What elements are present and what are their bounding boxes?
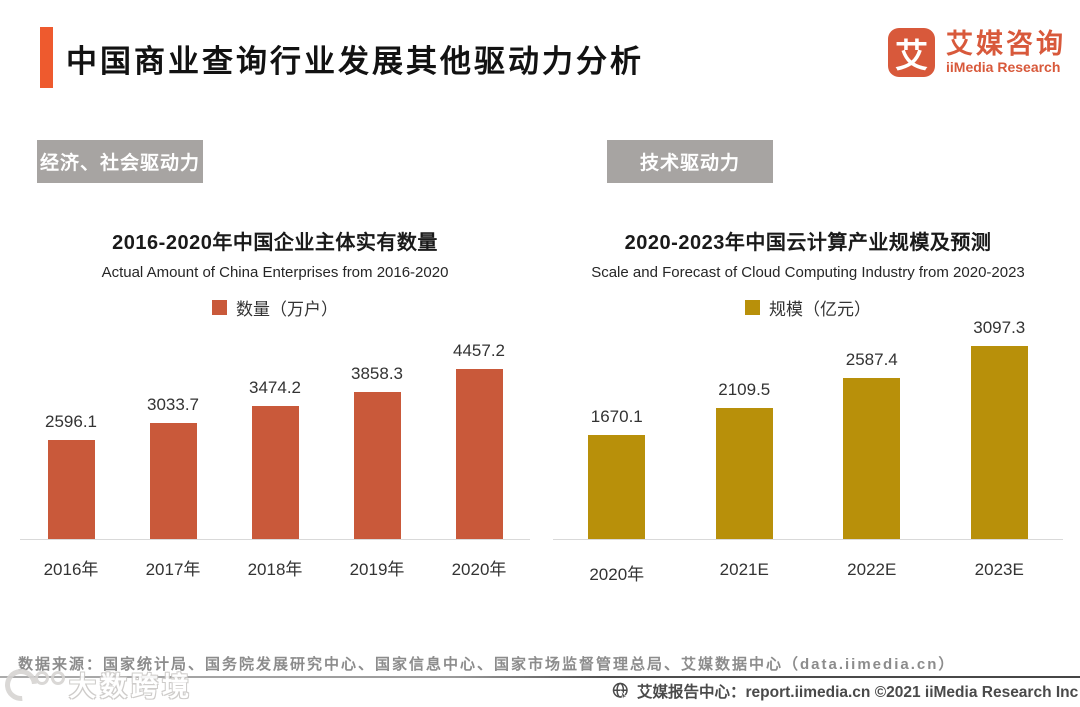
bar-value-label: 3033.7 xyxy=(147,395,199,414)
bar xyxy=(843,378,901,539)
watermark: 大数跨境 xyxy=(0,661,193,707)
bar-value-label: 2596.1 xyxy=(45,412,97,431)
chart-title: 2020-2023年中国云计算产业规模及预测 xyxy=(624,232,992,254)
x-axis-labels: 2016年 2017年 2018年 2019年 2020年 xyxy=(20,540,530,580)
bar-value-label: 2587.4 xyxy=(845,350,898,369)
page-title: 中国商业查询行业发展其他驱动力分析 xyxy=(66,44,644,79)
globe-cursor-icon xyxy=(612,682,629,700)
x-axis-label: 2023E xyxy=(974,560,1024,579)
watermark-text: 大数跨境 xyxy=(69,672,193,702)
bar-value-label: 4457.2 xyxy=(453,341,505,360)
legend-swatch xyxy=(212,300,227,315)
logo-name-en: iiMedia Research xyxy=(946,59,1061,76)
bar xyxy=(970,346,1028,539)
legend-swatch xyxy=(745,300,760,315)
bar xyxy=(149,423,197,539)
plot-area: 2596.1 3033.7 3474.2 3858.3 4457.2 xyxy=(20,322,530,540)
plot-area: 1670.1 2109.5 2587.4 3097.3 xyxy=(553,318,1063,540)
watermark-logo-dots xyxy=(35,670,65,685)
data-source-note: 数据来源：国家统计局、国务院发展研究中心、国家信息中心、国家市场监督管理总局、艾… xyxy=(18,656,956,673)
chart-title: 2016-2020年中国企业主体实有数量 xyxy=(112,232,438,254)
x-axis-label: 2021E xyxy=(719,560,769,579)
bar-value-label: 3858.3 xyxy=(351,364,403,383)
bar-value-label: 3474.2 xyxy=(249,378,301,397)
report-center-line: 艾媒报告中心：report.iimedia.cn ©2021 iiMedia R… xyxy=(612,680,1078,702)
bar-slot: 3097.3 xyxy=(936,318,1064,539)
iimedia-logo: 艾 艾媒咨询 iiMedia Research xyxy=(888,28,1066,77)
title-accent-bar xyxy=(40,27,53,88)
badge-economic-social-driver: 经济、社会驱动力 xyxy=(37,140,203,183)
chart-enterprises: 2016-2020年中国企业主体实有数量 Actual Amount of Ch… xyxy=(20,230,530,580)
bar-slot: 1670.1 xyxy=(553,407,681,539)
watermark-logo-icon xyxy=(0,661,44,707)
bar xyxy=(47,440,95,539)
chart-cloud-computing: 2020-2023年中国云计算产业规模及预测 Scale and Forecas… xyxy=(553,230,1063,585)
bar xyxy=(455,369,503,539)
x-axis-label: 2017年 xyxy=(145,560,201,579)
legend-label: 数量（万户） xyxy=(236,300,338,319)
logo-name-cn: 艾媒咨询 xyxy=(946,28,1066,59)
x-axis-label: 2019年 xyxy=(349,560,405,579)
bar-slot: 4457.2 xyxy=(428,341,530,539)
bar-value-label: 2109.5 xyxy=(718,380,771,399)
bar-value-label: 3097.3 xyxy=(973,318,1026,337)
iimedia-logo-icon: 艾 xyxy=(888,28,935,77)
bar-value-label: 1670.1 xyxy=(590,407,643,426)
x-axis-label: 2020年 xyxy=(451,560,507,579)
chart-subtitle: Actual Amount of China Enterprises from … xyxy=(101,264,449,281)
x-axis-label: 2020年 xyxy=(589,565,645,584)
bar-slot: 2109.5 xyxy=(681,380,809,539)
bar-slot: 2587.4 xyxy=(808,350,936,539)
bar-slot: 2596.1 xyxy=(20,412,122,539)
legend: 数量（万户） xyxy=(20,297,530,319)
legend: 规模（亿元） xyxy=(553,297,1063,319)
report-center-text: 艾媒报告中心：report.iimedia.cn ©2021 iiMedia R… xyxy=(637,684,1079,701)
bar-slot: 3033.7 xyxy=(122,395,224,539)
bar-slot: 3858.3 xyxy=(326,364,428,539)
bar xyxy=(588,435,646,539)
x-axis-label: 2022E xyxy=(847,560,897,579)
x-axis-labels: 2020年 2021E 2022E 2023E xyxy=(553,540,1063,585)
x-axis-label: 2016年 xyxy=(43,560,99,579)
bar xyxy=(715,408,773,539)
footer-divider xyxy=(0,676,1080,678)
bar-slot: 3474.2 xyxy=(224,378,326,539)
bar xyxy=(353,392,401,539)
bar xyxy=(251,406,299,539)
legend-label: 规模（亿元） xyxy=(769,300,871,319)
chart-subtitle: Scale and Forecast of Cloud Computing In… xyxy=(591,264,1025,281)
logo-text: 艾媒咨询 iiMedia Research xyxy=(946,30,1066,75)
x-axis-label: 2018年 xyxy=(247,560,303,579)
badge-technology-driver: 技术驱动力 xyxy=(607,140,773,183)
